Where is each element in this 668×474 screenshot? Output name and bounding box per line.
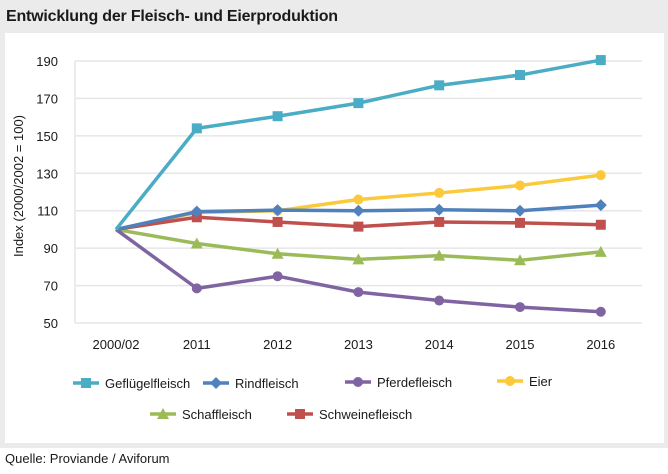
data-point: [272, 271, 283, 282]
data-point: [271, 247, 284, 259]
series-geflgelfleisch: [114, 55, 606, 231]
data-point: [594, 245, 607, 257]
legend-label: Rindfleisch: [235, 376, 299, 391]
data-point: [271, 204, 284, 217]
legend-item: Geflügelfleisch: [73, 376, 190, 391]
line-chart: 50 70 90 110 130 150 170 190 2000/02 2011 2012 201…: [11, 54, 642, 422]
y-tick-label: 90: [44, 241, 58, 256]
x-axis-ticks: 2000/02 2011 2012 2013 2014 2015 2016: [93, 337, 616, 352]
y-axis-ticks: 50 70 90 110 130 150 170 190: [36, 54, 58, 331]
chart-panel: [5, 33, 664, 443]
legend-item: Schweinefleisch: [287, 407, 412, 422]
data-point: [515, 217, 525, 228]
x-tick-label: 2016: [586, 337, 615, 352]
data-point: [434, 187, 445, 198]
series-eier: [115, 170, 606, 232]
data-point: [595, 306, 606, 317]
data-point: [190, 237, 203, 249]
legend-item: Eier: [497, 374, 553, 389]
data-point: [352, 253, 365, 265]
y-axis-label: Index (2000/2002 = 100): [11, 115, 26, 257]
data-point: [594, 199, 607, 212]
legend-item: Pferdefleisch: [345, 375, 452, 390]
data-point: [433, 203, 446, 216]
data-point: [353, 194, 364, 205]
legend-label: Schweinefleisch: [319, 407, 412, 422]
legend-marker: [210, 377, 222, 389]
legend-label: Schaffleisch: [182, 407, 252, 422]
y-tick-label: 70: [44, 279, 58, 294]
data-point: [353, 221, 364, 232]
legend-marker: [353, 377, 363, 387]
x-tick-label: 2014: [425, 337, 454, 352]
series-schaffleisch: [115, 227, 607, 266]
series-rindfleisch: [115, 199, 607, 232]
series-lines: [114, 55, 607, 317]
data-point: [191, 283, 202, 294]
y-tick-label: 130: [36, 166, 58, 181]
series-pferdefleisch: [114, 228, 606, 317]
legend-label: Eier: [529, 374, 553, 389]
legend-label: Pferdefleisch: [377, 375, 452, 390]
data-point: [434, 295, 445, 306]
data-point: [434, 80, 445, 91]
source-note: Quelle: Proviande / Aviforum: [5, 451, 170, 466]
data-point: [190, 205, 203, 218]
y-tick-label: 190: [36, 54, 58, 69]
legend-marker: [81, 378, 91, 388]
data-point: [272, 111, 283, 122]
legend-item: Schaffleisch: [150, 407, 252, 422]
data-point: [353, 287, 364, 298]
legend-marker: [505, 376, 515, 386]
legend: Geflügelfleisch Rindfleisch Pferdefleisch E…: [73, 374, 553, 422]
data-point: [433, 249, 446, 261]
y-tick-label: 150: [36, 129, 58, 144]
x-tick-label: 2013: [344, 337, 373, 352]
data-point: [353, 98, 364, 109]
chart-title: Entwicklung der Fleisch- und Eierprodukt…: [6, 8, 338, 25]
data-point: [515, 70, 525, 81]
x-tick-label: 2000/02: [93, 337, 140, 352]
data-point: [595, 219, 606, 230]
data-point: [595, 55, 606, 66]
x-tick-label: 2012: [263, 337, 292, 352]
legend-marker: [157, 408, 169, 419]
data-point: [352, 204, 365, 217]
legend-marker: [295, 409, 305, 419]
gridlines: [74, 60, 642, 324]
legend-label: Geflügelfleisch: [105, 376, 190, 391]
data-point: [191, 123, 202, 134]
x-tick-label: 2011: [183, 337, 211, 352]
legend-item: Rindfleisch: [203, 376, 299, 391]
data-point: [514, 204, 526, 217]
data-point: [515, 180, 525, 191]
data-point: [514, 254, 526, 266]
data-point: [272, 216, 283, 227]
y-tick-label: 170: [36, 91, 58, 106]
x-tick-label: 2015: [506, 337, 535, 352]
data-point: [595, 170, 606, 181]
data-point: [434, 216, 445, 227]
y-tick-label: 110: [37, 204, 58, 219]
y-tick-label: 50: [44, 316, 58, 331]
data-point: [515, 302, 525, 313]
